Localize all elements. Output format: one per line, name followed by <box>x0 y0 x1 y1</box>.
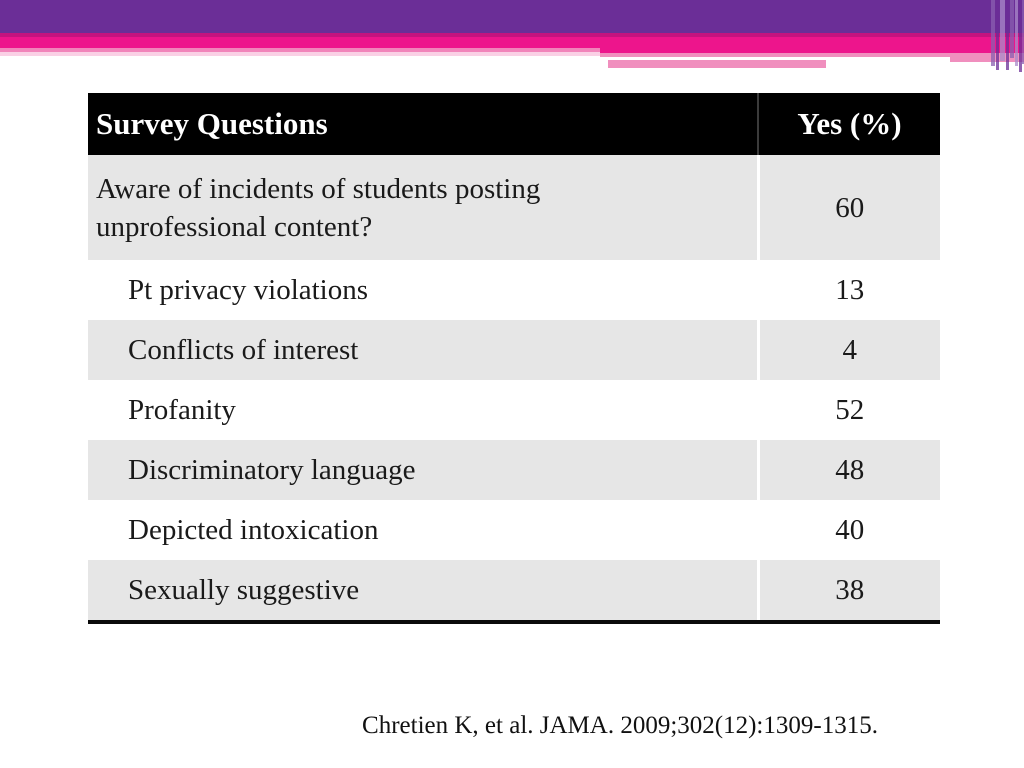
row-label: Profanity <box>88 380 758 440</box>
row-value: 60 <box>756 155 940 260</box>
banner-vertical-stripe <box>1000 0 1005 61</box>
banner-right-magenta-block <box>600 48 1024 53</box>
citation: Chretien K, et al. JAMA. 2009;302(12):13… <box>362 712 878 739</box>
row-value: 52 <box>756 380 940 440</box>
table-row: Discriminatory language 48 <box>88 440 940 500</box>
table-row: Depicted intoxication 40 <box>88 500 940 560</box>
banner-right-pink-lower <box>608 60 826 68</box>
banner-vertical-stripe <box>991 0 995 66</box>
table-row: Profanity 52 <box>88 380 940 440</box>
row-label: Pt privacy violations <box>88 260 758 320</box>
top-banner <box>0 0 1024 80</box>
table-row: Conflicts of interest 4 <box>88 320 940 380</box>
banner-dark-magenta-stripe <box>0 33 1024 37</box>
banner-left-light-pink-stripe <box>0 52 604 56</box>
banner-vertical-stripe <box>1019 0 1022 72</box>
banner-purple-band <box>0 0 1024 33</box>
row-value: 4 <box>756 320 940 380</box>
row-label: Aware of incidents of students posting u… <box>88 155 758 260</box>
header-yes-percent: Yes (%) <box>757 93 940 155</box>
row-value: 13 <box>756 260 940 320</box>
banner-vertical-stripe <box>1022 0 1024 64</box>
table-row: Pt privacy violations 13 <box>88 260 940 320</box>
row-label: Sexually suggestive <box>88 560 758 624</box>
banner-vertical-stripe <box>1015 0 1018 66</box>
banner-magenta-band <box>0 37 1024 48</box>
survey-table: Survey Questions Yes (%) Aware of incide… <box>88 93 940 624</box>
table-row: Sexually suggestive 38 <box>88 560 940 624</box>
row-value: 40 <box>756 500 940 560</box>
banner-right-pink-corner <box>950 57 1024 62</box>
header-survey-questions: Survey Questions <box>88 93 758 155</box>
row-label: Depicted intoxication <box>88 500 758 560</box>
banner-vertical-stripe <box>1006 0 1009 70</box>
banner-vertical-stripe <box>996 0 999 70</box>
banner-right-pink-ribbon <box>600 53 1024 57</box>
row-label: Conflicts of interest <box>88 320 758 380</box>
row-label: Discriminatory language <box>88 440 758 500</box>
banner-left-pink-stripe <box>0 48 604 52</box>
row-value: 38 <box>756 560 940 624</box>
table-row: Aware of incidents of students posting u… <box>88 155 940 260</box>
table-header-row: Survey Questions Yes (%) <box>88 93 940 155</box>
banner-vertical-stripe <box>1010 0 1014 58</box>
row-value: 48 <box>756 440 940 500</box>
